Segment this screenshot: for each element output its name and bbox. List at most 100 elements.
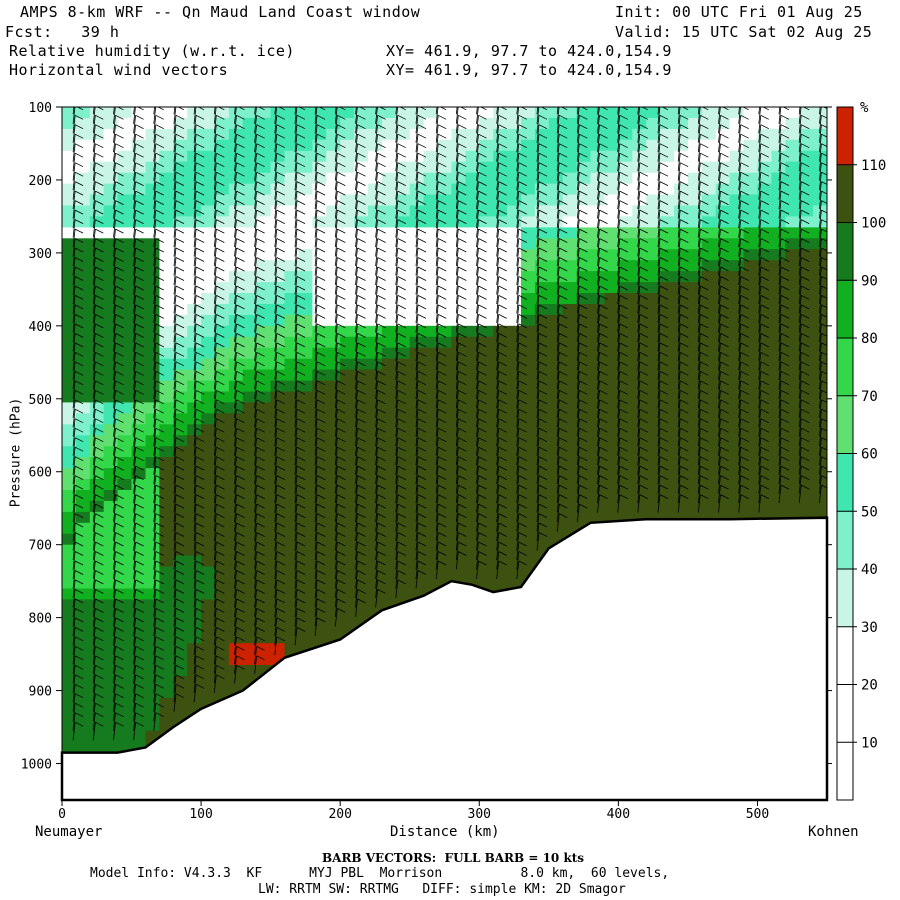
barb-flag	[95, 162, 104, 168]
rh-cell	[785, 325, 800, 338]
rh-cell	[242, 216, 258, 228]
rh-cell	[507, 413, 522, 425]
rh-cell	[534, 369, 550, 382]
barb-flag	[74, 228, 84, 234]
rh-cell	[604, 380, 619, 393]
rh-cell	[507, 128, 522, 141]
rh-cell	[534, 183, 550, 196]
barb-flag	[195, 408, 205, 414]
rh-cell	[242, 325, 258, 338]
rh-cell	[326, 161, 341, 174]
rh-cell	[145, 665, 160, 677]
rh-cell	[270, 314, 286, 327]
barb-flag	[74, 190, 84, 196]
barb-staff	[173, 437, 177, 456]
barb-flag	[95, 589, 104, 594]
rh-cell	[548, 391, 564, 403]
rh-cell	[256, 194, 272, 206]
rh-cell	[548, 205, 564, 217]
wind-barb	[113, 418, 124, 437]
barb-staff	[133, 447, 136, 466]
rh-cell	[354, 490, 369, 502]
rh-cell	[354, 161, 369, 174]
rh-cell	[62, 271, 77, 283]
barb-flag	[135, 370, 144, 376]
barb-staff	[113, 295, 116, 314]
barb-flag	[175, 143, 185, 149]
rh-cell	[534, 161, 550, 174]
rh-cell	[117, 161, 133, 174]
barb-flag	[135, 627, 144, 632]
rh-cell	[799, 205, 814, 217]
rh-cell	[785, 205, 800, 217]
wind-barb	[173, 437, 185, 456]
rh-cell	[646, 380, 661, 393]
rh-cell	[451, 358, 466, 371]
barb-flag	[135, 351, 144, 357]
rh-cell	[326, 599, 341, 611]
barb-flag	[155, 560, 164, 566]
barb-flag	[135, 702, 144, 708]
rh-cell	[145, 347, 160, 360]
rh-cell	[479, 369, 494, 382]
rh-cell	[479, 391, 494, 403]
wind-barb	[92, 437, 104, 456]
rh-cell	[326, 588, 341, 600]
rh-cell	[117, 380, 133, 393]
rh-cell	[173, 490, 188, 502]
rh-cell	[215, 654, 230, 666]
rh-cell	[62, 424, 77, 436]
rh-cell	[298, 555, 313, 568]
rh-cell	[632, 391, 647, 403]
barb-flag	[115, 560, 124, 566]
rh-cell	[117, 457, 133, 469]
barb-staff	[213, 107, 217, 124]
rh-cell	[242, 249, 258, 261]
rh-cell	[562, 293, 578, 305]
barb-flag	[95, 152, 104, 158]
barb-flag	[135, 342, 144, 348]
rh-cell	[381, 227, 397, 239]
wind-barb	[92, 323, 104, 342]
barb-staff	[193, 162, 197, 181]
rh-cell	[242, 522, 258, 535]
barb-flag	[175, 162, 185, 168]
barb-staff	[113, 627, 116, 646]
rh-cell	[423, 304, 439, 316]
wind-barb	[72, 219, 84, 238]
rh-cell	[326, 271, 341, 283]
rh-cell	[395, 468, 411, 480]
rh-cell	[743, 216, 758, 228]
rh-cell	[548, 271, 564, 283]
barb-staff	[213, 247, 217, 267]
rh-cell	[562, 413, 578, 425]
rh-cell	[173, 555, 188, 568]
rh-cell	[103, 533, 119, 546]
rh-cell	[729, 271, 745, 283]
rh-cell	[451, 150, 466, 163]
wind-barb	[113, 627, 124, 646]
rh-cell	[298, 238, 313, 250]
rh-cell	[590, 205, 605, 217]
rh-cell	[687, 107, 703, 119]
wind-barb	[72, 351, 84, 371]
barb-staff	[173, 219, 177, 238]
barb-flag	[74, 351, 84, 357]
rh-cell	[521, 566, 536, 579]
barb-staff	[113, 107, 116, 124]
barb-flag	[74, 266, 84, 272]
wind-barb	[92, 285, 104, 305]
barb-staff	[113, 513, 116, 532]
rh-cell	[687, 183, 703, 196]
rh-cell	[743, 205, 758, 217]
barb-staff	[113, 646, 116, 665]
rh-cell	[312, 325, 327, 338]
rh-cell	[507, 391, 522, 403]
rh-cell	[437, 457, 452, 469]
barb-flag	[74, 285, 84, 291]
rh-cell	[576, 325, 592, 338]
rh-cell	[368, 205, 383, 217]
barb-staff	[92, 153, 96, 172]
rh-cell	[270, 336, 286, 349]
rh-cell	[423, 369, 439, 382]
